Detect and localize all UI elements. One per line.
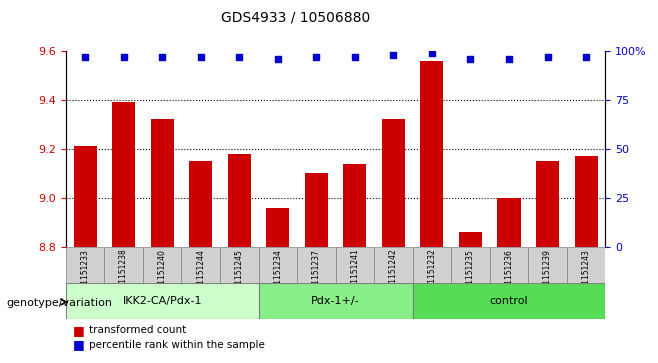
FancyBboxPatch shape <box>413 247 451 283</box>
FancyBboxPatch shape <box>66 247 105 283</box>
Text: GSM1151239: GSM1151239 <box>543 249 552 299</box>
Text: GSM1151245: GSM1151245 <box>235 249 243 299</box>
Point <box>542 54 553 60</box>
Text: IKK2-CA/Pdx-1: IKK2-CA/Pdx-1 <box>122 296 202 306</box>
Bar <box>497 198 520 247</box>
Point <box>118 54 129 60</box>
Text: percentile rank within the sample: percentile rank within the sample <box>89 340 265 350</box>
Point <box>465 56 476 62</box>
Text: GSM1151232: GSM1151232 <box>428 249 436 299</box>
Text: GSM1151235: GSM1151235 <box>466 249 475 299</box>
FancyBboxPatch shape <box>297 247 336 283</box>
FancyBboxPatch shape <box>182 247 220 283</box>
Point <box>349 54 360 60</box>
Bar <box>189 161 213 247</box>
Text: GSM1151237: GSM1151237 <box>312 249 321 299</box>
Text: GSM1151240: GSM1151240 <box>158 249 166 299</box>
FancyBboxPatch shape <box>413 283 605 319</box>
Bar <box>74 146 97 247</box>
Text: GDS4933 / 10506880: GDS4933 / 10506880 <box>222 11 370 25</box>
Text: GSM1151242: GSM1151242 <box>389 249 398 299</box>
FancyBboxPatch shape <box>336 247 374 283</box>
Point <box>195 54 206 60</box>
FancyBboxPatch shape <box>259 247 297 283</box>
Bar <box>574 156 597 247</box>
FancyBboxPatch shape <box>490 247 528 283</box>
Text: GSM1151244: GSM1151244 <box>196 249 205 299</box>
Text: genotype/variation: genotype/variation <box>7 298 113 308</box>
FancyBboxPatch shape <box>105 247 143 283</box>
FancyBboxPatch shape <box>451 247 490 283</box>
Text: GSM1151236: GSM1151236 <box>505 249 513 299</box>
FancyBboxPatch shape <box>220 247 259 283</box>
Point <box>581 54 592 60</box>
Bar <box>266 208 290 247</box>
Bar <box>420 61 443 247</box>
Bar <box>112 102 135 247</box>
Point <box>272 56 283 62</box>
Text: GSM1151241: GSM1151241 <box>350 249 359 299</box>
Point <box>234 54 245 60</box>
Bar <box>382 119 405 247</box>
Text: ■: ■ <box>72 324 84 337</box>
Point <box>388 52 399 58</box>
Point <box>311 54 322 60</box>
Bar <box>536 161 559 247</box>
FancyBboxPatch shape <box>567 247 605 283</box>
Text: GSM1151234: GSM1151234 <box>273 249 282 299</box>
Text: transformed count: transformed count <box>89 325 186 335</box>
FancyBboxPatch shape <box>66 283 259 319</box>
Text: GSM1151233: GSM1151233 <box>80 249 89 299</box>
Text: GSM1151238: GSM1151238 <box>119 249 128 299</box>
Point <box>504 56 515 62</box>
Point <box>157 54 167 60</box>
Text: GSM1151243: GSM1151243 <box>582 249 591 299</box>
Point <box>80 54 90 60</box>
Text: control: control <box>490 296 528 306</box>
Bar <box>459 232 482 247</box>
Bar <box>151 119 174 247</box>
Point <box>426 50 437 56</box>
Bar <box>228 154 251 247</box>
FancyBboxPatch shape <box>374 247 413 283</box>
FancyBboxPatch shape <box>528 247 567 283</box>
Bar <box>343 163 367 247</box>
Bar <box>305 174 328 247</box>
Text: ■: ■ <box>72 338 84 351</box>
FancyBboxPatch shape <box>259 283 413 319</box>
FancyBboxPatch shape <box>143 247 182 283</box>
Text: Pdx-1+/-: Pdx-1+/- <box>311 296 360 306</box>
